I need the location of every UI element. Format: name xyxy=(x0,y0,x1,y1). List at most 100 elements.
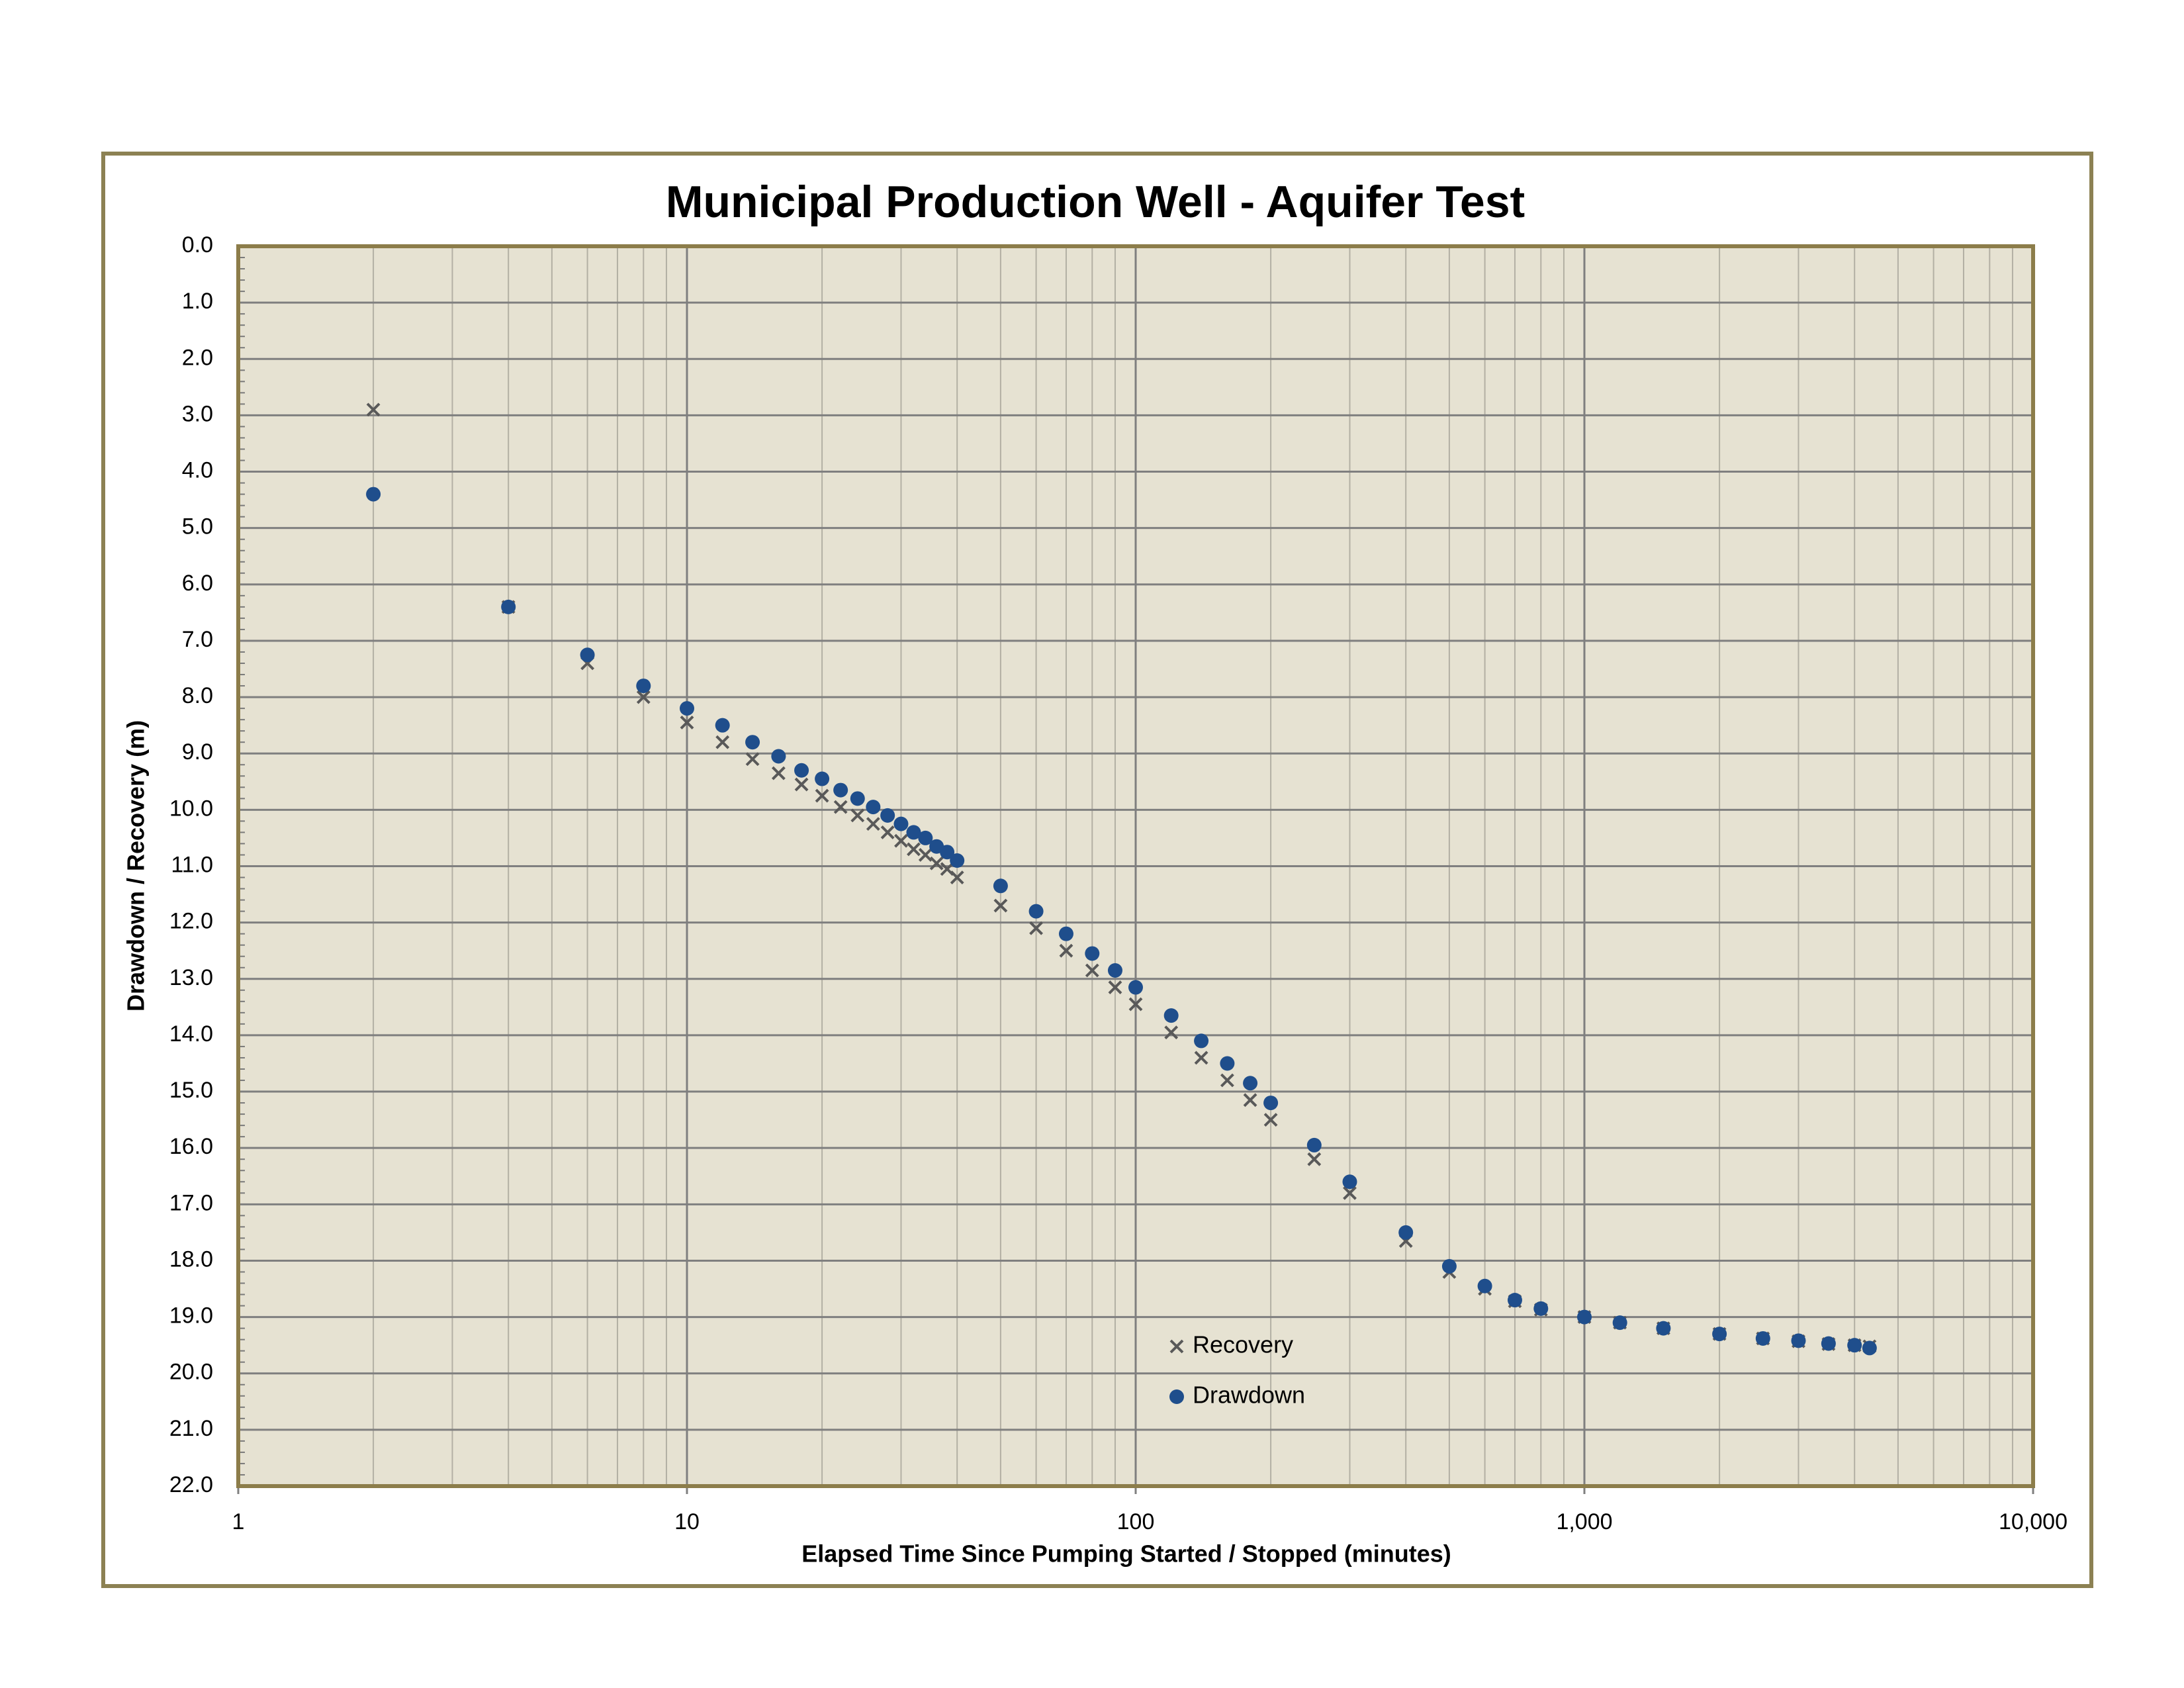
point xyxy=(1507,1293,1522,1308)
y-tick-label: 2.0 xyxy=(182,345,213,370)
y-tick-label: 22.0 xyxy=(169,1472,213,1497)
point xyxy=(680,715,694,729)
point xyxy=(993,878,1008,894)
chart-title: Municipal Production Well - Aquifer Test xyxy=(666,177,1525,227)
point xyxy=(680,701,694,716)
point xyxy=(1220,1073,1234,1088)
point xyxy=(907,842,921,857)
point xyxy=(866,817,880,831)
point xyxy=(1058,926,1073,941)
point xyxy=(950,870,964,884)
y-tick-label: 15.0 xyxy=(169,1078,213,1103)
point xyxy=(833,800,848,814)
point xyxy=(1163,1008,1179,1023)
point xyxy=(950,853,965,868)
point xyxy=(745,735,760,750)
y-tick-label: 6.0 xyxy=(182,571,213,596)
point xyxy=(880,825,895,839)
point xyxy=(1243,1093,1257,1107)
point xyxy=(771,749,786,764)
point xyxy=(1108,980,1122,994)
y-tick-label: 7.0 xyxy=(182,627,213,652)
y-tick-label: 9.0 xyxy=(182,739,213,765)
x-tick-label: 10 xyxy=(674,1509,700,1534)
y-tick-label: 0.0 xyxy=(182,232,213,258)
point xyxy=(1847,1338,1862,1353)
point xyxy=(1059,943,1073,958)
y-axis-label: Drawdown / Recovery (m) xyxy=(122,720,150,1011)
point xyxy=(993,898,1008,913)
point xyxy=(1194,1033,1209,1049)
point xyxy=(1821,1336,1836,1351)
point xyxy=(1441,1258,1457,1274)
point xyxy=(1194,1051,1208,1065)
point xyxy=(1612,1315,1627,1331)
point xyxy=(1263,1113,1278,1127)
point xyxy=(1028,904,1044,919)
point xyxy=(636,679,651,694)
y-tick-label: 8.0 xyxy=(182,683,213,708)
point xyxy=(771,766,786,780)
point xyxy=(1712,1327,1727,1342)
point xyxy=(1307,1152,1322,1166)
point xyxy=(1791,1333,1806,1348)
x-tick-label: 1 xyxy=(232,1509,245,1534)
point xyxy=(636,690,651,704)
point xyxy=(1107,963,1122,978)
y-tick-label: 10.0 xyxy=(169,796,213,821)
y-tick-label: 17.0 xyxy=(169,1190,213,1215)
point xyxy=(833,782,848,798)
point xyxy=(794,763,809,778)
point xyxy=(1243,1076,1258,1091)
x-axis-label: Elapsed Time Since Pumping Started / Sto… xyxy=(801,1540,1451,1568)
point xyxy=(1128,997,1143,1011)
point xyxy=(1398,1225,1414,1240)
point xyxy=(1755,1331,1770,1346)
y-tick-label: 3.0 xyxy=(182,401,213,426)
point xyxy=(1656,1321,1671,1336)
y-tick-label: 4.0 xyxy=(182,458,213,483)
point xyxy=(715,735,730,749)
y-tick-label: 16.0 xyxy=(169,1134,213,1159)
point xyxy=(1220,1056,1235,1071)
point xyxy=(815,788,829,803)
y-tick-label: 20.0 xyxy=(169,1360,213,1385)
x-tick-label: 100 xyxy=(1117,1509,1155,1534)
point xyxy=(866,800,881,815)
point xyxy=(880,808,895,823)
y-tick-label: 13.0 xyxy=(169,965,213,990)
legend-label: Recovery xyxy=(1193,1331,1293,1358)
y-tick-label: 11.0 xyxy=(171,852,213,877)
legend-label: Drawdown xyxy=(1193,1382,1305,1409)
y-tick-label: 5.0 xyxy=(182,514,213,539)
point xyxy=(1164,1025,1179,1040)
point xyxy=(794,777,809,792)
point xyxy=(1342,1174,1357,1190)
point xyxy=(918,830,933,845)
point xyxy=(1029,921,1044,935)
plot-border xyxy=(236,244,2035,1488)
point xyxy=(1862,1340,1877,1356)
y-tick-label: 21.0 xyxy=(169,1416,213,1441)
point xyxy=(1477,1278,1492,1293)
point xyxy=(501,599,516,614)
y-tick-label: 19.0 xyxy=(169,1303,213,1329)
point xyxy=(1263,1096,1279,1111)
y-tick-label: 1.0 xyxy=(182,289,213,314)
point xyxy=(1343,1186,1357,1200)
point xyxy=(715,718,730,733)
point xyxy=(1085,963,1099,978)
point xyxy=(1533,1301,1549,1316)
point xyxy=(366,487,381,502)
point xyxy=(580,647,595,663)
point xyxy=(940,845,955,860)
point xyxy=(893,816,909,831)
point xyxy=(815,771,830,786)
point xyxy=(1577,1309,1592,1325)
point xyxy=(1128,980,1143,995)
x-tick-label: 1,000 xyxy=(1556,1509,1612,1534)
y-tick-label: 18.0 xyxy=(169,1246,213,1272)
legend-marker xyxy=(1169,1339,1184,1354)
y-tick-label: 14.0 xyxy=(169,1021,213,1047)
